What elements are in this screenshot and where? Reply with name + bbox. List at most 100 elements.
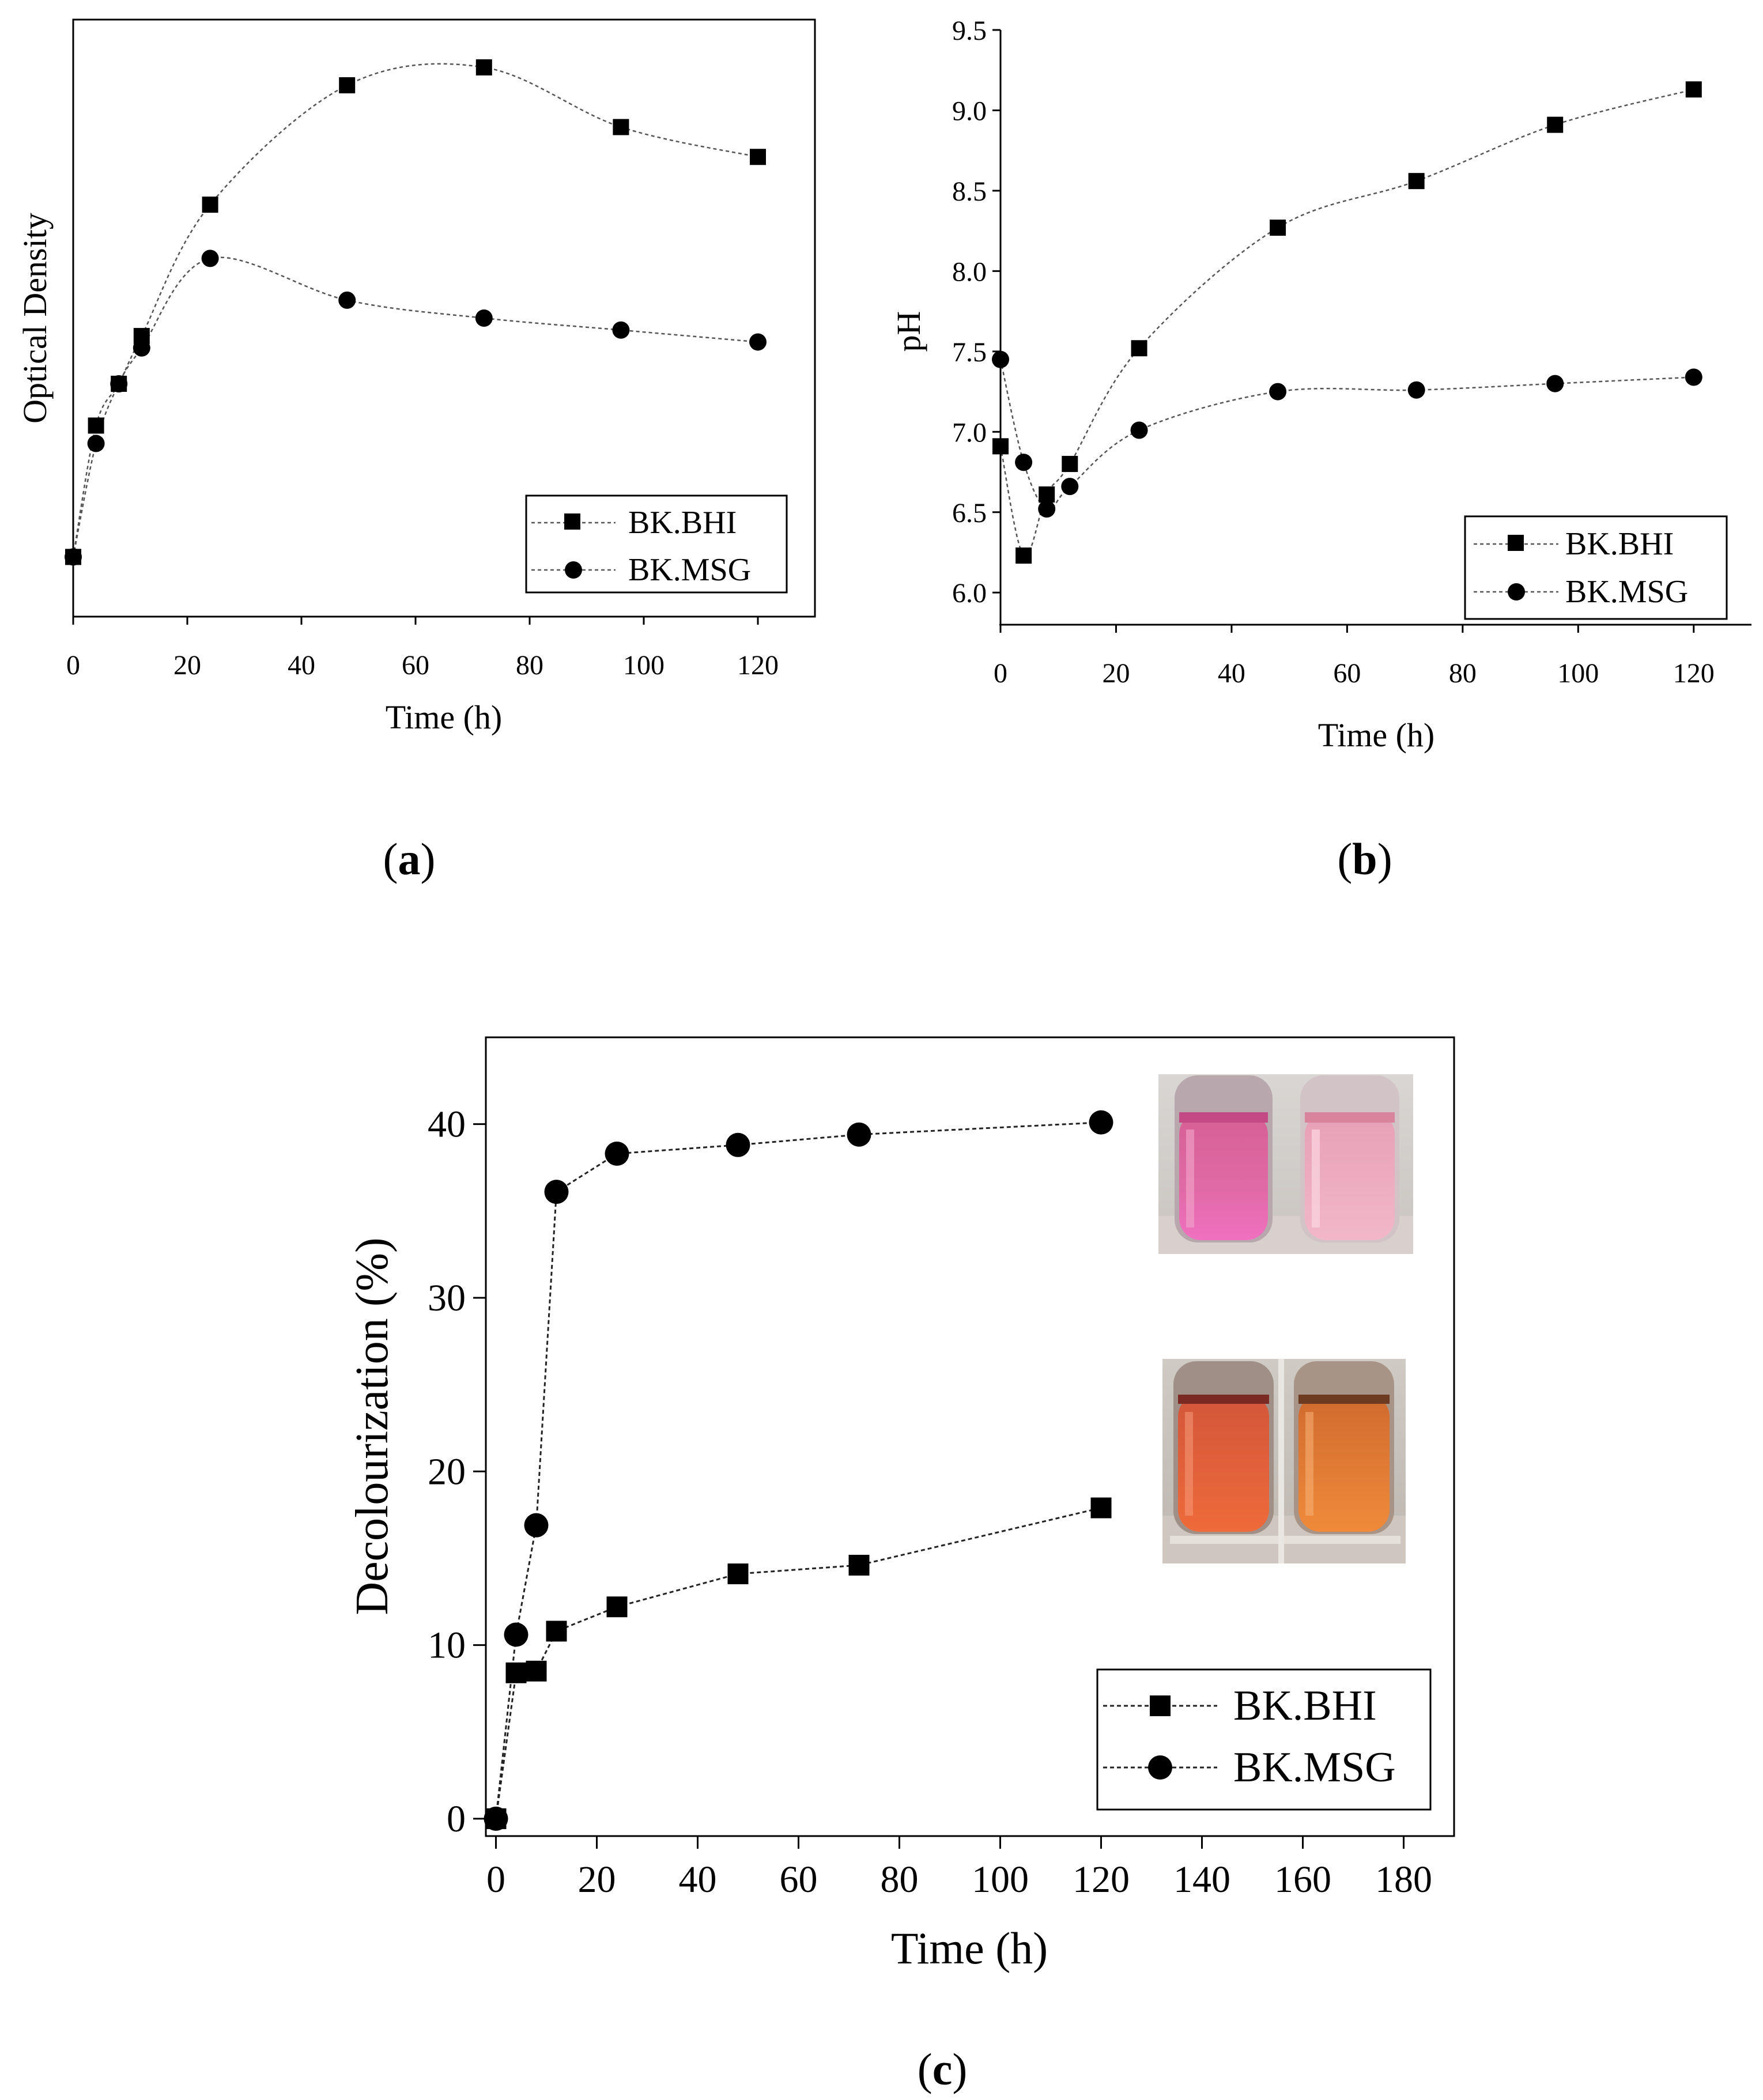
x-tick-label: 120 bbox=[1073, 1859, 1130, 1901]
series-line-bk-msg bbox=[495, 1121, 1101, 1819]
data-point-bk-msg bbox=[1038, 500, 1056, 518]
series-line-bk-msg bbox=[999, 359, 1694, 511]
legend-marker-square bbox=[1508, 535, 1524, 551]
data-point-bk-msg bbox=[1015, 454, 1033, 471]
series-lines bbox=[72, 63, 758, 557]
x-tick-label: 20 bbox=[1102, 658, 1130, 689]
x-tick-label: 40 bbox=[1218, 658, 1245, 689]
x-axis-label: Time (h) bbox=[891, 1923, 1048, 1973]
y-axis-tick-labels: 6.0 6.5 7.0 7.5 8.0 8.5 9.0 9.5 bbox=[952, 16, 987, 609]
legend-marker-circle bbox=[1148, 1755, 1172, 1780]
x-tick-label: 0 bbox=[486, 1859, 505, 1901]
x-tick-label: 60 bbox=[780, 1859, 818, 1901]
x-axis-tick-labels: 0 20 40 60 80 100 120 bbox=[66, 650, 779, 681]
legend-marker-circle bbox=[565, 561, 582, 579]
legend-marker-square bbox=[564, 513, 580, 530]
data-point-bk-bhi bbox=[992, 438, 1009, 455]
data-point-bk-bhi bbox=[505, 1662, 527, 1683]
data-point-bk-bhi bbox=[88, 417, 104, 434]
legend-label: BK.BHI bbox=[1233, 1682, 1377, 1729]
data-point-bk-bhi bbox=[1062, 456, 1078, 473]
x-tick-label: 60 bbox=[402, 650, 429, 681]
y-axis-ticks bbox=[473, 1123, 486, 1820]
data-point-bk-msg bbox=[847, 1122, 871, 1147]
x-tick-label: 20 bbox=[173, 650, 201, 681]
data-point-bk-bhi bbox=[1090, 1497, 1112, 1519]
legend-marker-square bbox=[1150, 1695, 1171, 1716]
legend-label: BK.BHI bbox=[628, 505, 737, 541]
panel-caption: (c) bbox=[918, 2044, 968, 2094]
x-tick-label: 100 bbox=[623, 650, 665, 681]
panel-c: 0 20 40 60 80 100 120 140 160 180 0 10 20 30 40 Time … bbox=[347, 1036, 1455, 2094]
data-point-bk-bhi bbox=[1408, 173, 1425, 190]
legend: BK.BHI BK.MSG bbox=[525, 494, 788, 594]
data-point-bk-msg bbox=[1130, 421, 1148, 439]
series-line-bk-bhi bbox=[495, 1507, 1101, 1819]
x-tick-label: 180 bbox=[1375, 1859, 1432, 1901]
data-point-bk-msg bbox=[65, 548, 82, 566]
legend-box bbox=[1464, 515, 1728, 620]
data-point-bk-bhi bbox=[475, 59, 492, 75]
x-tick-label: 100 bbox=[972, 1859, 1029, 1901]
data-point-bk-bhi bbox=[1015, 547, 1032, 564]
data-point-bk-bhi bbox=[1131, 340, 1147, 357]
data-point-bk-bhi bbox=[1039, 486, 1055, 503]
data-point-bk-bhi bbox=[202, 197, 218, 213]
x-axis-ticks bbox=[999, 625, 1695, 633]
tube-photo-orange bbox=[1162, 1359, 1406, 1563]
plot-frame bbox=[72, 18, 816, 618]
data-point-bk-bhi bbox=[1547, 116, 1564, 133]
x-tick-label: 80 bbox=[881, 1859, 919, 1901]
legend-label: BK.BHI bbox=[1565, 526, 1674, 562]
data-point-bk-msg bbox=[605, 1141, 629, 1166]
y-tick-label: 9.0 bbox=[952, 96, 987, 126]
data-point-bk-msg bbox=[201, 250, 219, 267]
legend-marker-circle bbox=[1508, 583, 1525, 600]
plot-frame bbox=[485, 1036, 1455, 1837]
series-markers bbox=[484, 1110, 1113, 1831]
data-point-bk-msg bbox=[544, 1180, 569, 1204]
y-tick-label: 7.0 bbox=[952, 417, 987, 448]
x-tick-label: 20 bbox=[578, 1859, 616, 1901]
y-axis-label: pH bbox=[890, 311, 927, 352]
x-tick-label: 120 bbox=[1673, 658, 1715, 689]
series-lines bbox=[495, 1121, 1101, 1819]
y-tick-label: 0 bbox=[447, 1798, 466, 1840]
x-axis-tick-labels: 0 20 40 60 80 100 120 bbox=[994, 658, 1715, 689]
y-tick-label: 9.5 bbox=[952, 16, 987, 46]
x-tick-label: 0 bbox=[66, 650, 80, 681]
data-point-bk-msg bbox=[484, 1806, 508, 1831]
x-tick-label: 140 bbox=[1173, 1859, 1230, 1901]
legend-box bbox=[525, 494, 788, 594]
y-axis-label: Optical Density bbox=[16, 213, 54, 424]
y-tick-label: 8.5 bbox=[952, 176, 987, 207]
data-point-bk-msg bbox=[749, 333, 767, 351]
data-point-bk-bhi bbox=[546, 1621, 567, 1642]
data-point-bk-bhi bbox=[606, 1596, 628, 1618]
x-axis-label: Time (h) bbox=[1318, 716, 1435, 754]
x-tick-label: 0 bbox=[994, 658, 1007, 689]
data-point-bk-msg bbox=[1546, 375, 1564, 392]
y-tick-label: 6.5 bbox=[952, 498, 987, 528]
data-point-bk-msg bbox=[1269, 383, 1287, 401]
data-point-bk-msg bbox=[87, 435, 105, 452]
data-point-bk-msg bbox=[338, 291, 356, 309]
data-point-bk-bhi bbox=[727, 1563, 749, 1585]
data-point-bk-msg bbox=[504, 1622, 528, 1647]
series-lines bbox=[999, 88, 1694, 557]
legend-label: BK.MSG bbox=[1565, 574, 1688, 610]
data-point-bk-bhi bbox=[526, 1660, 547, 1682]
x-axis-ticks bbox=[72, 617, 759, 625]
x-tick-label: 40 bbox=[679, 1859, 717, 1901]
data-point-bk-bhi bbox=[1270, 220, 1286, 236]
data-point-bk-msg bbox=[110, 375, 128, 392]
data-point-bk-bhi bbox=[848, 1554, 870, 1576]
legend-label: BK.MSG bbox=[1233, 1744, 1396, 1791]
data-point-bk-msg bbox=[1407, 381, 1425, 399]
y-axis-tick-labels: 0 10 20 30 40 bbox=[428, 1104, 466, 1840]
legend-label: BK.MSG bbox=[628, 552, 751, 588]
series-line-bk-bhi bbox=[999, 88, 1694, 557]
data-point-bk-bhi bbox=[1685, 81, 1702, 98]
panel-caption: (a) bbox=[383, 834, 436, 884]
